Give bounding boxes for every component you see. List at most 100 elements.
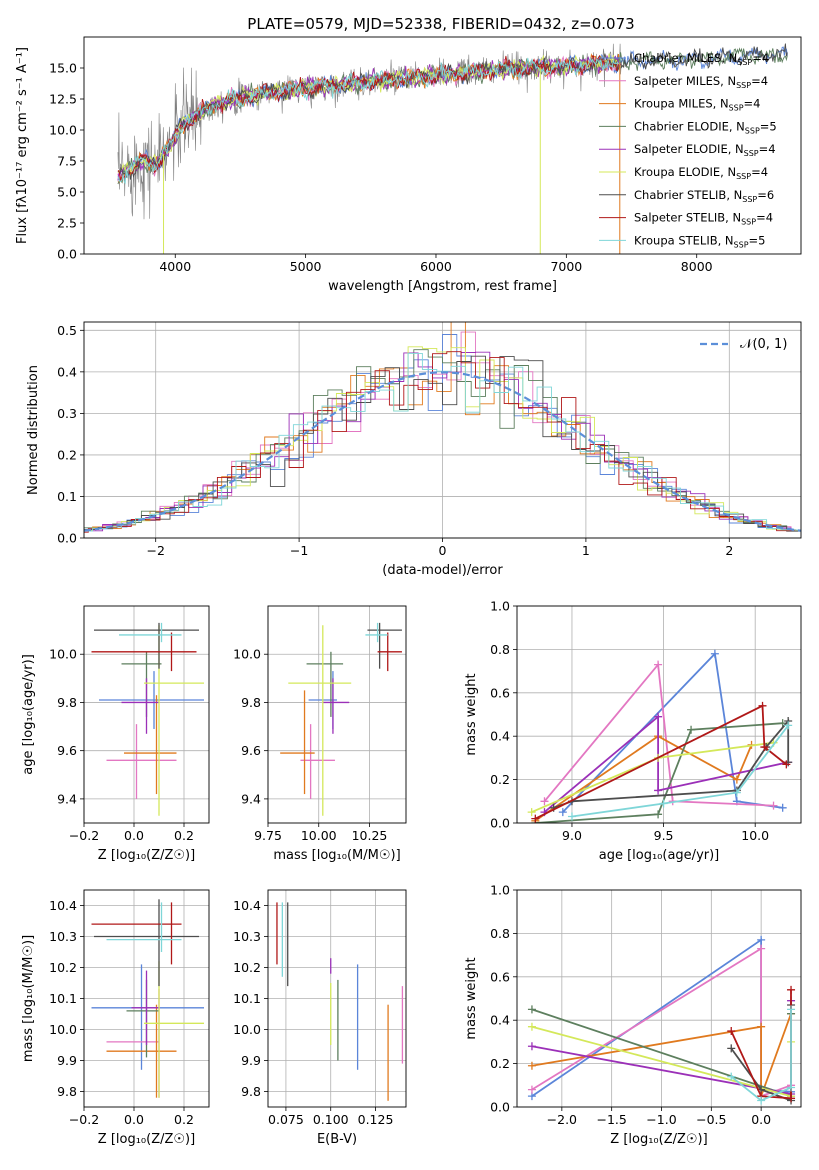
- legend-entry: Chabrier STELIB, NSSP=6: [634, 188, 774, 204]
- weight-marker: [527, 1005, 536, 1014]
- x-tick-label: 0.2: [174, 1112, 194, 1127]
- x-tick-label: −1: [290, 543, 308, 558]
- weight-marker: [787, 985, 796, 994]
- weight-marker: [757, 1022, 766, 1031]
- legend-entry: Chabrier MILES, NSSP=4: [634, 51, 769, 67]
- y-tick-label: 9.8: [57, 695, 77, 710]
- weight-series: [535, 722, 783, 823]
- y-tick-label: 0.2: [490, 1056, 510, 1071]
- y-axis-label: Flux [fλ10⁻¹⁷ erg cm⁻² s⁻¹ A⁻¹]: [15, 47, 30, 244]
- y-tick-label: 12.5: [49, 92, 77, 107]
- weight-marker: [531, 814, 540, 823]
- axes-frame: [267, 605, 407, 824]
- y-tick-label: 0.4: [490, 729, 510, 744]
- axes-frame: [83, 321, 802, 539]
- x-tick-label: −0.5: [696, 1112, 726, 1127]
- chart-residuals: −2 −1 0 1 2 0.0 0.1 0.2 0.3 0.4 0.5 𝒩(0, 1) (data-mo…: [26, 321, 802, 578]
- x-tick-label: 0.075: [268, 1112, 304, 1127]
- y-tick-label: 10.1: [233, 991, 261, 1006]
- weight-marker: [710, 649, 719, 658]
- y-tick-label: 5.0: [57, 185, 77, 200]
- weight-marker: [527, 1042, 536, 1051]
- weight-marker: [727, 1027, 736, 1036]
- y-tick-label: 10.0: [49, 123, 77, 138]
- axes-frame: [516, 605, 802, 824]
- weight-marker: [757, 1096, 766, 1105]
- weight-marker: [727, 1072, 736, 1081]
- y-tick-label: 10.4: [49, 898, 77, 913]
- y-tick-label: 1.0: [490, 883, 510, 898]
- weight-marker: [540, 797, 549, 806]
- error-bars: [276, 902, 404, 1101]
- charts: 4000 5000 6000 7000 80000.02.55.07.510.012.5…: [15, 36, 802, 1147]
- chart-age-vs-mass: 9.75 10.00 10.25 9.4 9.6 9.8 10.0 mass [log₁₀(M…: [233, 605, 407, 863]
- x-tick-label: 9.5: [654, 828, 674, 843]
- x-tick-label: −0.2: [69, 1112, 99, 1127]
- y-tick-label: 9.8: [241, 695, 261, 710]
- legend-entry: 𝒩(0, 1): [740, 337, 787, 352]
- weight-marker: [654, 810, 663, 819]
- model-spectrum: [117, 57, 622, 185]
- histogram-series: [84, 351, 801, 532]
- y-tick-label: 0.0: [490, 816, 510, 831]
- y-axis-label: mass weight: [464, 673, 479, 755]
- y-tick-label: 9.8: [57, 1084, 77, 1099]
- axes-frame: [516, 889, 802, 1108]
- y-tick-label: 2.5: [57, 216, 77, 231]
- x-tick-label: 0.125: [358, 1112, 394, 1127]
- y-tick-label: 10.2: [49, 960, 77, 975]
- y-tick-label: 0.8: [490, 642, 510, 657]
- x-axis-label: Z [log₁₀(Z/Z☉)]: [98, 848, 195, 863]
- x-tick-label: 4000: [159, 259, 191, 274]
- y-tick-label: 0.5: [57, 323, 77, 338]
- x-tick-label: −0.2: [69, 828, 99, 843]
- y-tick-label: 10.0: [233, 647, 261, 662]
- legend-entry: Salpeter MILES, NSSP=4: [634, 74, 768, 90]
- axes-frame: [83, 889, 210, 1108]
- weight-marker: [778, 803, 787, 812]
- spectrum-lines: [117, 43, 788, 254]
- y-tick-label: 7.5: [57, 154, 77, 169]
- weight-marker: [757, 944, 766, 953]
- y-tick-label: 0.0: [57, 531, 77, 546]
- weight-marker: [758, 701, 767, 710]
- error-bars: [91, 622, 204, 816]
- weight-marker: [787, 1094, 796, 1103]
- y-tick-label: 9.8: [241, 1084, 261, 1099]
- legend-entry: Kroupa MILES, NSSP=4: [634, 97, 760, 113]
- x-tick-label: 10.25: [352, 828, 388, 843]
- weight-marker: [787, 1005, 796, 1014]
- x-axis-label: age [log₁₀(age/yr)]: [599, 848, 720, 863]
- y-tick-label: 15.0: [49, 61, 77, 76]
- x-axis-label: (data-model)/error: [382, 563, 503, 578]
- weight-series: [730, 1009, 792, 1102]
- weight-marker: [527, 1022, 536, 1031]
- y-tick-label: 0.3: [57, 406, 77, 421]
- model-spectrum: [117, 53, 622, 174]
- y-tick-label: 9.6: [241, 743, 261, 758]
- legend-entry: Kroupa ELODIE, NSSP=4: [634, 165, 768, 181]
- weight-marker: [727, 1044, 736, 1053]
- chart-age-vs-Z: −0.2 0.0 0.2 9.4 9.6 9.8 10.0 Z [log₁₀(Z/Z☉)] ag…: [21, 605, 210, 863]
- x-tick-label: 8000: [681, 259, 713, 274]
- legend: Chabrier MILES, NSSP=4 Salpeter MILES, NS…: [599, 51, 777, 249]
- weight-lines: [527, 935, 796, 1105]
- x-tick-label: −1.0: [646, 1112, 676, 1127]
- figure-title: PLATE=0579, MJD=52338, FIBERID=0432, z=0…: [247, 15, 634, 33]
- x-tick-label: 1: [582, 543, 590, 558]
- weight-marker: [732, 775, 741, 784]
- weight-series: [534, 704, 787, 820]
- x-tick-label: 0.0: [124, 828, 144, 843]
- model-spectrum: [117, 43, 788, 180]
- x-tick-label: 0.0: [751, 1112, 771, 1127]
- weight-marker: [654, 786, 663, 795]
- chart-weight-vs-Z: −2.0 −1.5 −1.0 −0.5 0.0 0.0 0.2 0.4 0.6 0.8 1.0 Z […: [464, 883, 802, 1147]
- legend-entry: Chabrier ELODIE, NSSP=5: [634, 119, 777, 135]
- x-axis-label: Z [log₁₀(Z/Z☉)]: [98, 1132, 195, 1147]
- y-tick-label: 9.9: [241, 1053, 261, 1068]
- y-tick-label: 0.4: [490, 1013, 510, 1028]
- weight-marker: [732, 788, 741, 797]
- y-tick-label: 9.4: [241, 791, 261, 806]
- weight-marker: [757, 935, 766, 944]
